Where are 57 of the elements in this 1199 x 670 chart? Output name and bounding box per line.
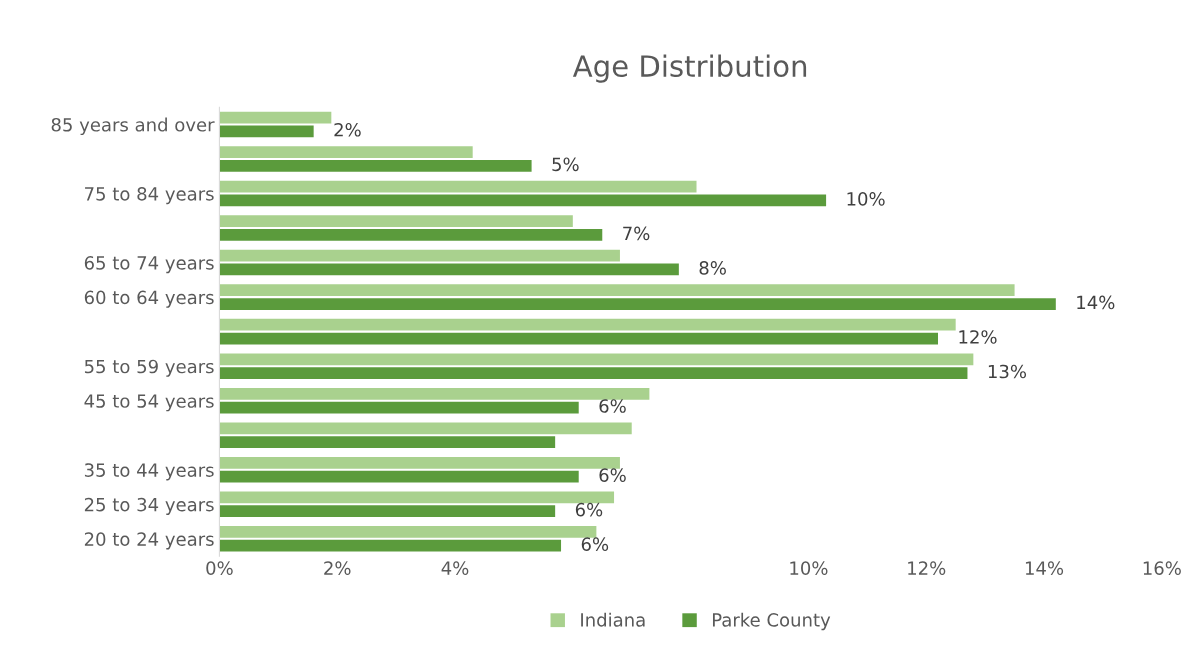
data-label: 6% bbox=[599, 468, 626, 482]
bar bbox=[219, 298, 1056, 310]
bar bbox=[219, 457, 620, 469]
bar bbox=[219, 401, 579, 414]
y-tick-label: 60 to 64 years bbox=[84, 290, 214, 308]
bar bbox=[219, 146, 473, 158]
data-label: 14% bbox=[1077, 295, 1115, 310]
bar bbox=[219, 125, 314, 138]
bar bbox=[219, 539, 562, 552]
bar bbox=[219, 180, 697, 193]
bar bbox=[219, 215, 573, 228]
bar bbox=[219, 318, 956, 331]
data-label: 8% bbox=[699, 261, 726, 275]
data-label: 2% bbox=[334, 122, 361, 137]
bar bbox=[219, 263, 679, 276]
y-tick-label: 75 to 84 years bbox=[85, 186, 214, 205]
legend-label: Indiana bbox=[581, 612, 645, 627]
x-tick-label: 12% bbox=[908, 561, 946, 575]
bar bbox=[219, 470, 579, 483]
y-tick-label: 85 years and over bbox=[51, 117, 215, 136]
x-tick-label: 4% bbox=[441, 561, 469, 575]
bar bbox=[219, 505, 556, 518]
bar bbox=[219, 160, 532, 172]
data-label: 7% bbox=[623, 226, 650, 241]
bar bbox=[219, 284, 1015, 297]
data-label: 6% bbox=[575, 502, 603, 517]
x-tick-label: 16% bbox=[1143, 561, 1181, 575]
chart-title: Age Distribution bbox=[572, 54, 807, 83]
x-tick-label: 14% bbox=[1025, 561, 1064, 575]
y-tick-label: 45 to 54 years bbox=[84, 394, 214, 412]
data-label: 6% bbox=[599, 399, 626, 413]
legend-label: Parke County bbox=[712, 612, 831, 631]
y-tick-label: 35 to 44 years bbox=[84, 463, 214, 481]
x-tick-label: 0% bbox=[206, 561, 233, 575]
x-tick-label: 2% bbox=[324, 561, 351, 575]
bar bbox=[219, 111, 332, 124]
bar bbox=[219, 491, 615, 504]
bar bbox=[219, 436, 556, 449]
data-label: 6% bbox=[581, 537, 609, 551]
bar bbox=[219, 387, 650, 400]
data-label: 12% bbox=[959, 330, 997, 344]
y-tick-label: 65 to 74 years bbox=[84, 256, 214, 274]
x-tick-label: 10% bbox=[790, 561, 828, 575]
bar bbox=[219, 526, 597, 538]
data-label: 10% bbox=[847, 192, 885, 206]
bar bbox=[219, 367, 968, 379]
y-tick-label: 25 to 34 years bbox=[84, 497, 214, 515]
y-tick-label: 20 to 24 years bbox=[84, 532, 214, 550]
data-label: 13% bbox=[988, 364, 1027, 379]
y-tick-label: 55 to 59 years bbox=[84, 359, 214, 377]
bar bbox=[219, 249, 620, 262]
data-label: 5% bbox=[552, 157, 579, 172]
bar bbox=[219, 194, 827, 207]
bar bbox=[219, 229, 603, 241]
bar bbox=[219, 422, 632, 435]
bar bbox=[219, 332, 939, 345]
bar bbox=[219, 353, 974, 366]
